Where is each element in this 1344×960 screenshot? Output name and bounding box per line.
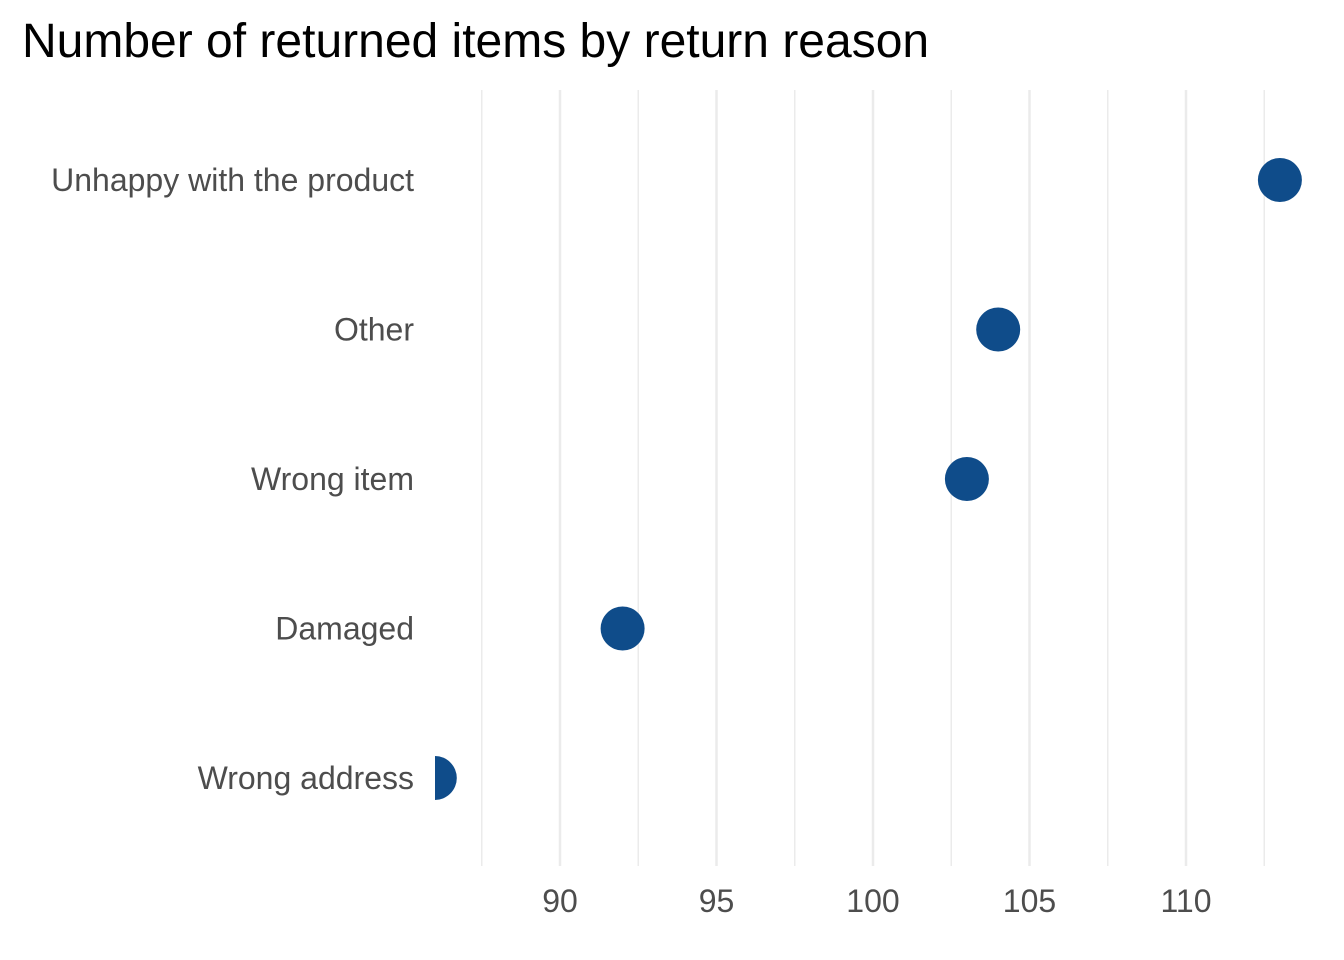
x-tick-label: 100 — [846, 883, 899, 919]
x-tick-label: 95 — [699, 883, 735, 919]
category-label: Wrong address — [198, 760, 414, 796]
data-point — [435, 756, 457, 800]
data-point — [976, 307, 1021, 352]
x-axis-tick-labels: 90 95 100 105 110 — [542, 883, 1211, 919]
category-label: Other — [334, 312, 414, 348]
data-point — [600, 606, 645, 651]
category-label: Unhappy with the product — [51, 162, 414, 198]
data-point — [1257, 158, 1302, 202]
category-label: Damaged — [275, 611, 414, 647]
category-label: Wrong item — [251, 461, 414, 497]
x-tick-label: 105 — [1003, 883, 1056, 919]
data-point — [944, 457, 989, 501]
x-tick-label: 90 — [542, 883, 578, 919]
data-points — [435, 158, 1302, 800]
chart-title: Number of returned items by return reaso… — [22, 15, 930, 68]
category-labels: Unhappy with the product Other Wrong item D… — [51, 162, 414, 796]
grid-lines — [481, 90, 1265, 866]
x-tick-label: 110 — [1160, 883, 1211, 919]
